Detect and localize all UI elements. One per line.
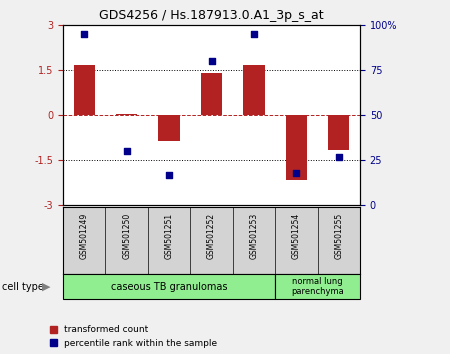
Text: GSM501251: GSM501251 xyxy=(165,212,174,258)
Text: GSM501253: GSM501253 xyxy=(249,212,258,259)
Bar xyxy=(158,115,180,141)
Point xyxy=(208,58,215,64)
Bar xyxy=(275,274,360,299)
Text: GSM501252: GSM501252 xyxy=(207,212,216,258)
Text: GSM501255: GSM501255 xyxy=(334,212,343,259)
Bar xyxy=(243,65,265,115)
Bar xyxy=(328,115,349,150)
Point xyxy=(123,148,130,154)
Text: caseous TB granulomas: caseous TB granulomas xyxy=(111,282,227,292)
Point xyxy=(81,31,88,37)
Text: GSM501249: GSM501249 xyxy=(80,212,89,259)
Point xyxy=(335,154,342,159)
Text: normal lung
parenchyma: normal lung parenchyma xyxy=(291,277,344,296)
Point xyxy=(293,170,300,176)
Text: cell type: cell type xyxy=(2,282,44,292)
Point xyxy=(250,31,257,37)
Bar xyxy=(116,114,137,115)
Legend: transformed count, percentile rank within the sample: transformed count, percentile rank withi… xyxy=(50,325,217,348)
Text: GSM501254: GSM501254 xyxy=(292,212,301,259)
Point xyxy=(166,172,173,177)
Bar xyxy=(74,65,95,115)
Bar xyxy=(63,274,275,299)
Text: ▶: ▶ xyxy=(42,282,50,292)
Bar xyxy=(201,73,222,115)
Bar xyxy=(286,115,307,180)
Title: GDS4256 / Hs.187913.0.A1_3p_s_at: GDS4256 / Hs.187913.0.A1_3p_s_at xyxy=(99,9,324,22)
Text: GSM501250: GSM501250 xyxy=(122,212,131,259)
